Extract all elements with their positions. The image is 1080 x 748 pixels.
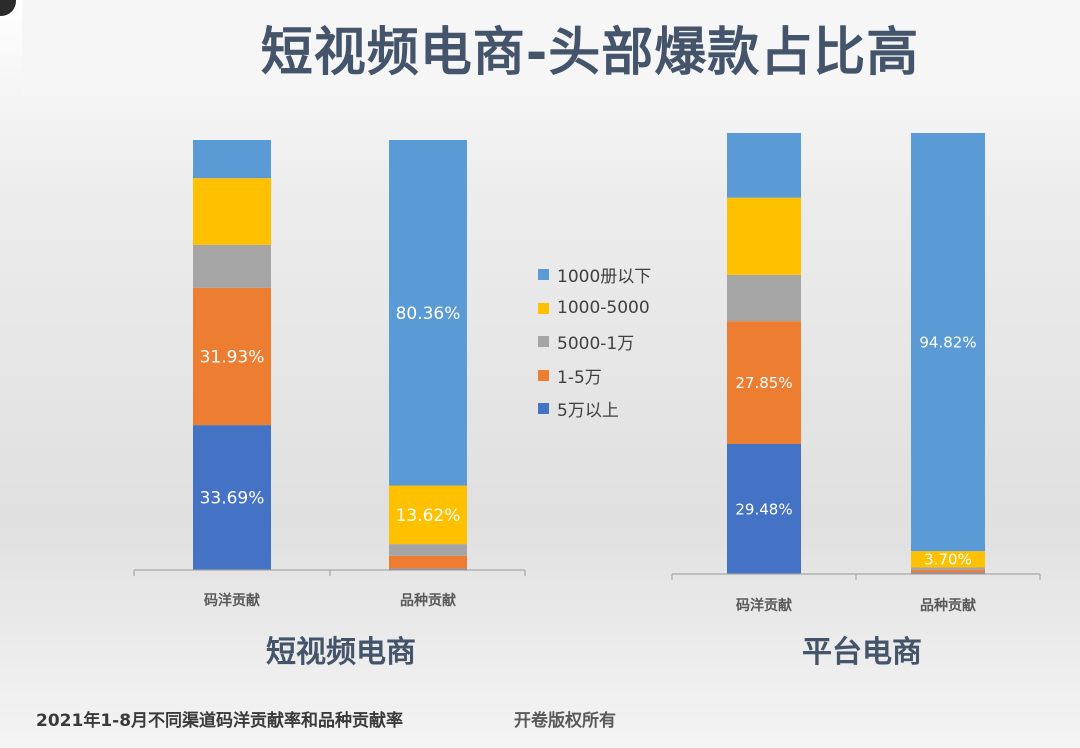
bar-segment bbox=[911, 567, 985, 571]
bar-segment bbox=[193, 140, 271, 179]
legend-label: 1-5万 bbox=[557, 367, 602, 388]
bar-segment bbox=[727, 443, 801, 574]
footer-copyright: 开卷版权所有 bbox=[514, 711, 616, 731]
bar-segment bbox=[911, 133, 985, 552]
legend-label: 5000-1万 bbox=[557, 334, 635, 355]
legend-label: 1000-5000 bbox=[557, 298, 650, 319]
chart-title: 短视频电商 bbox=[266, 635, 416, 670]
chart-title: 平台电商 bbox=[802, 635, 922, 670]
bar-segment bbox=[193, 178, 271, 245]
bar-segment bbox=[727, 197, 801, 275]
legend: 1000册以下 1000-5000 5000-1万 1-5万 5万以上 bbox=[538, 258, 651, 426]
category-label: 码洋贡献 bbox=[736, 597, 792, 614]
bar-segment bbox=[911, 551, 985, 568]
page-title: 短视频电商-头部爆款占比高 bbox=[260, 23, 920, 83]
legend-item: 5万以上 bbox=[538, 392, 651, 426]
bar-segment bbox=[389, 544, 467, 556]
legend-label: 1000册以下 bbox=[557, 267, 652, 288]
data-label: 3.70% bbox=[924, 551, 972, 569]
data-label: 27.85% bbox=[735, 374, 792, 392]
bar-segment bbox=[727, 274, 801, 322]
bar-segment bbox=[389, 568, 467, 570]
category-label: 码洋贡献 bbox=[204, 592, 260, 609]
legend-item: 1000册以下 bbox=[538, 258, 651, 292]
data-label: 29.48% bbox=[735, 500, 792, 518]
bar-segment bbox=[911, 570, 985, 573]
legend-item: 1-5万 bbox=[538, 359, 651, 393]
bar-segment bbox=[389, 140, 467, 486]
data-label: 13.62% bbox=[396, 506, 461, 526]
bar-segment bbox=[389, 555, 467, 569]
legend-swatch bbox=[538, 269, 549, 281]
legend-swatch bbox=[538, 336, 549, 348]
category-label: 品种贡献 bbox=[400, 592, 456, 609]
data-label: 80.36% bbox=[396, 304, 461, 324]
legend-label: 5万以上 bbox=[557, 401, 619, 422]
bar-segment bbox=[911, 572, 985, 574]
legend-swatch bbox=[538, 369, 549, 381]
bar-segment bbox=[193, 244, 271, 288]
footer-note: 2021年1-8月不同渠道码洋贡献率和品种贡献率 bbox=[36, 711, 404, 731]
bar-segment bbox=[389, 485, 467, 545]
legend-swatch bbox=[538, 403, 549, 415]
bar-segment bbox=[727, 133, 801, 198]
legend-item: 5000-1万 bbox=[538, 325, 651, 359]
data-label: 94.82% bbox=[919, 333, 976, 351]
category-label: 品种贡献 bbox=[920, 597, 976, 614]
header-band bbox=[22, 0, 1080, 96]
data-label: 33.69% bbox=[200, 489, 265, 509]
data-label: 31.93% bbox=[200, 348, 265, 368]
legend-swatch bbox=[538, 302, 549, 314]
bar-segment bbox=[193, 287, 271, 426]
legend-item: 1000-5000 bbox=[538, 292, 651, 326]
bar-segment bbox=[193, 425, 271, 570]
bar-segment bbox=[727, 321, 801, 444]
